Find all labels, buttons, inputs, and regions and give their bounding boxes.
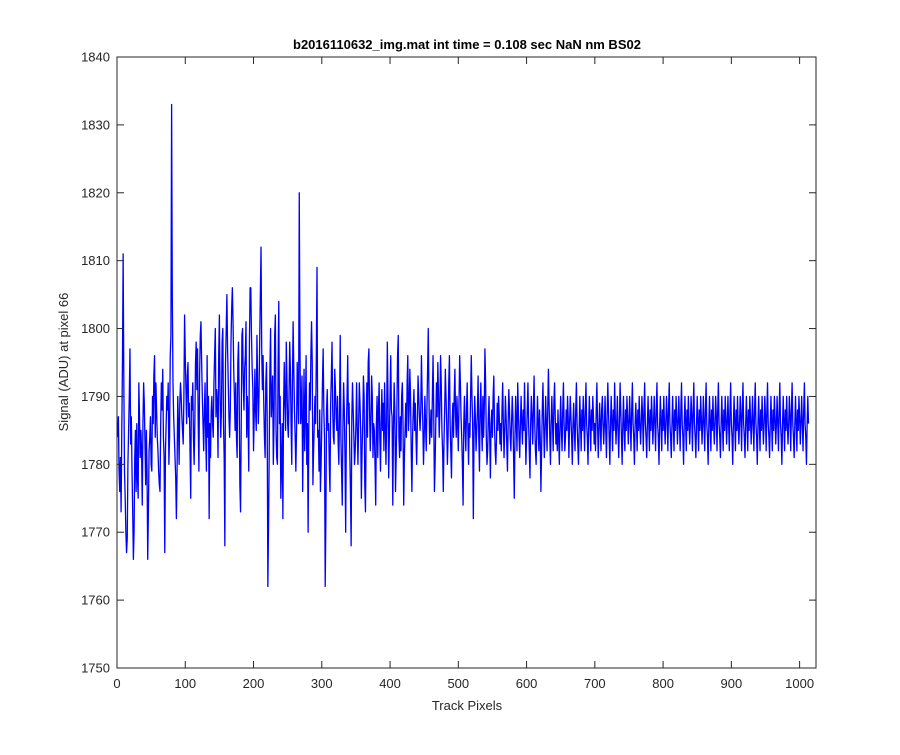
plot-area — [117, 57, 816, 668]
x-tick-label: 100 — [174, 676, 196, 691]
chart-title: b2016110632_img.mat int time = 0.108 sec… — [293, 37, 641, 52]
y-tick-label: 1830 — [81, 117, 110, 132]
x-tick-label: 300 — [311, 676, 333, 691]
x-tick-label: 0 — [113, 676, 120, 691]
y-tick-label: 1800 — [81, 321, 110, 336]
x-tick-label: 900 — [721, 676, 743, 691]
x-tick-label: 1000 — [785, 676, 814, 691]
x-tick-label: 700 — [584, 676, 606, 691]
y-tick-label: 1780 — [81, 457, 110, 472]
x-tick-label: 400 — [379, 676, 401, 691]
axes: 0 100 200 300 400 500 600 700 800 900 1000 1750 1760… — [81, 50, 817, 691]
x-tick-label: 200 — [243, 676, 265, 691]
x-tick-label: 600 — [516, 676, 538, 691]
y-tick-label: 1760 — [81, 593, 110, 608]
y-tick-label: 1770 — [81, 525, 110, 540]
y-tick-label: 1750 — [81, 661, 110, 676]
x-tick-label: 800 — [652, 676, 674, 691]
x-tick-label: 500 — [447, 676, 469, 691]
series-line-0 — [117, 103, 810, 588]
y-tick-label: 1790 — [81, 389, 110, 404]
axes-box — [116, 56, 817, 669]
y-tick-label: 1810 — [81, 253, 110, 268]
y-tick-label: 1820 — [81, 185, 110, 200]
x-axis-label: Track Pixels — [432, 698, 503, 713]
y-tick-label: 1840 — [81, 50, 110, 65]
y-axis-label: Signal (ADU) at pixel 66 — [56, 293, 71, 432]
